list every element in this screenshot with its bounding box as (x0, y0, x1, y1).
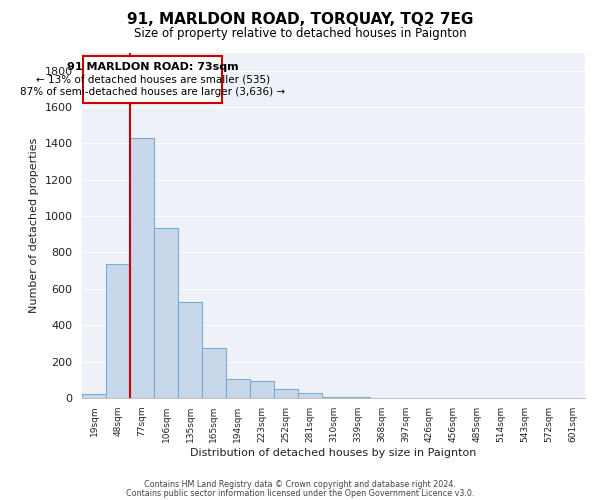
FancyBboxPatch shape (83, 56, 222, 104)
Bar (298, 393, 322, 398)
Text: 91 MARLDON ROAD: 73sqm: 91 MARLDON ROAD: 73sqm (67, 62, 239, 72)
Bar (106, 264, 130, 398)
Bar (202, 348, 226, 398)
Y-axis label: Number of detached properties: Number of detached properties (29, 138, 39, 313)
Bar (82, 394, 106, 398)
Text: 87% of semi-detached houses are larger (3,636) →: 87% of semi-detached houses are larger (… (20, 88, 286, 98)
Bar (178, 302, 202, 398)
Bar (274, 389, 298, 398)
Text: Contains HM Land Registry data © Crown copyright and database right 2024.: Contains HM Land Registry data © Crown c… (144, 480, 456, 489)
Bar (322, 397, 346, 398)
Text: 91, MARLDON ROAD, TORQUAY, TQ2 7EG: 91, MARLDON ROAD, TORQUAY, TQ2 7EG (127, 12, 473, 28)
Text: Contains public sector information licensed under the Open Government Licence v3: Contains public sector information licen… (126, 488, 474, 498)
Bar (154, 228, 178, 398)
Text: ← 13% of detached houses are smaller (535): ← 13% of detached houses are smaller (53… (36, 75, 270, 85)
Bar (226, 379, 250, 398)
X-axis label: Distribution of detached houses by size in Paignton: Distribution of detached houses by size … (190, 448, 477, 458)
Text: Size of property relative to detached houses in Paignton: Size of property relative to detached ho… (134, 28, 466, 40)
Bar (130, 138, 154, 398)
Bar (250, 380, 274, 398)
